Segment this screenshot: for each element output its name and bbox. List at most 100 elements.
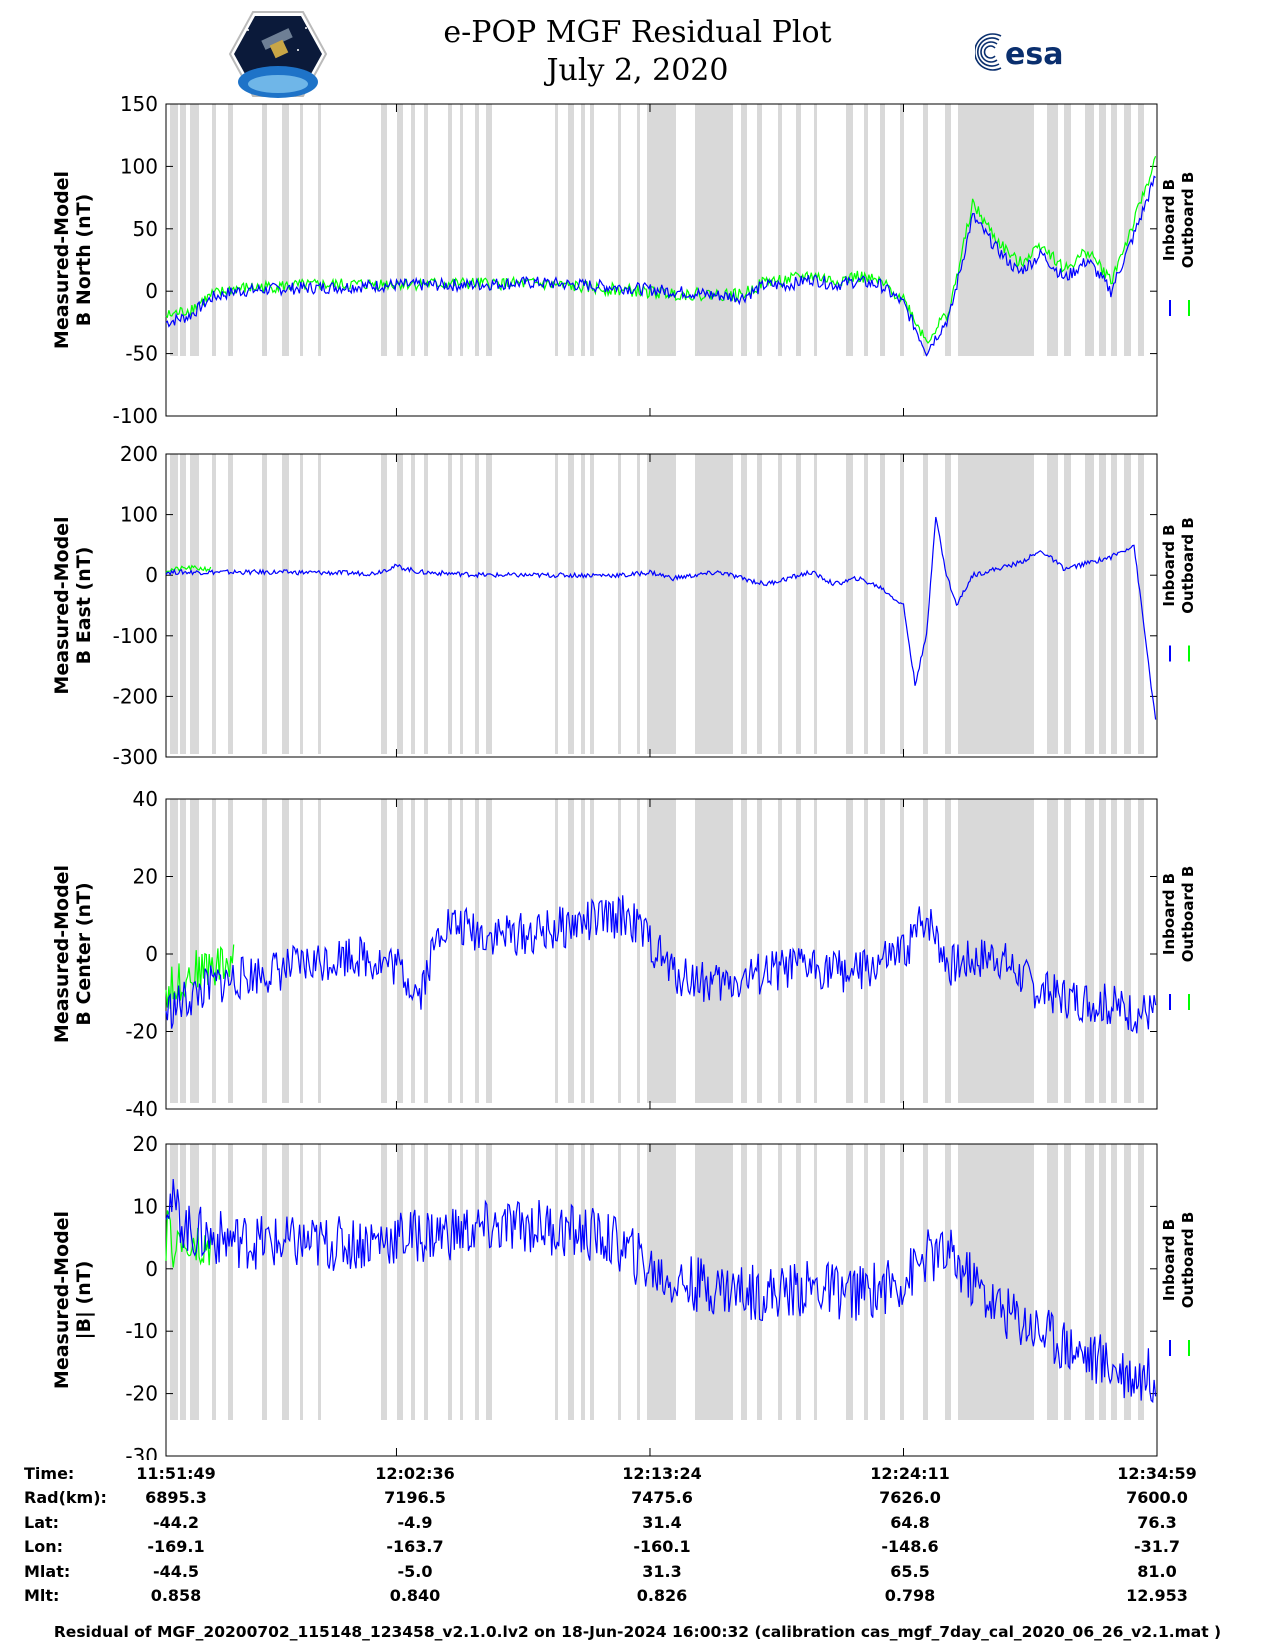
data-gap-band [923,1144,928,1420]
info-cell: -44.2 [152,1512,200,1532]
data-gap-band [486,1144,492,1420]
y-tick-label: 20 [133,1132,158,1156]
data-gap-band [741,454,747,754]
data-gap-band [486,799,492,1103]
data-gap-band [637,1144,640,1420]
data-gap-band [190,799,199,1103]
y-tick-label: 0 [145,563,158,587]
data-gap-band [814,454,817,754]
y-tick-label: 100 [120,503,158,527]
info-cell: 6895.3 [145,1488,207,1508]
data-gap-band [796,1144,801,1420]
legend-labels: Inboard BOutboard B [1160,172,1197,269]
data-gap-band [618,104,621,356]
y-tick-label: -100 [113,624,158,648]
data-gap-band [741,104,747,356]
y-tick-label: -10 [125,1319,158,1343]
legend-labels: Inboard BOutboard B [1160,866,1197,963]
y-tick-label: -200 [113,684,158,708]
data-gap-band [475,799,479,1103]
data-gap-band [1099,454,1106,754]
data-gap-band [448,799,452,1103]
data-gap-band [397,1144,403,1420]
data-gap-band [568,1144,574,1420]
data-gap-band [1111,454,1117,754]
data-gap-band [318,104,321,356]
data-gap-band [900,104,904,356]
data-gap-band [411,1144,415,1420]
data-gap-band [262,454,267,754]
data-gap-band [180,799,186,1103]
info-cell: 31.3 [642,1561,682,1581]
data-gap-band [864,454,868,754]
data-gap-band [1064,1144,1071,1420]
data-gap-band [1099,1144,1106,1420]
legend-entry: Outboard B [1179,517,1197,614]
data-gap-band [814,104,817,356]
data-gap-band [618,1144,621,1420]
data-gap-band [757,454,762,754]
data-gap-band [282,799,289,1103]
data-gap-band [945,104,951,356]
data-gap-band [590,799,594,1103]
data-gap-band [581,1144,585,1420]
data-gap-band [212,799,216,1103]
data-gap-band [778,104,782,356]
y-tick-label: 150 [120,92,158,116]
data-gap-band [1111,799,1117,1103]
data-gap-band [864,799,868,1103]
data-gap-band [170,799,178,1103]
info-cell: 7600.0 [1126,1488,1188,1508]
data-gap-band [411,104,415,356]
info-cell: 7196.5 [384,1488,446,1508]
y-tick-label: 200 [120,442,158,466]
data-gap-band [460,799,463,1103]
data-gap-band [618,454,621,754]
data-gap-band [581,799,585,1103]
info-row-label: Rad(km): [24,1488,107,1508]
y-tick-label: -20 [125,1382,158,1406]
plot-title: e-POP MGF Residual Plot July 2, 2020 [0,14,1275,90]
info-cell: 7475.6 [631,1488,693,1508]
data-gap-band [190,1144,199,1420]
y-tick-label: -50 [125,342,158,366]
data-gap-band [424,799,428,1103]
y-tick-label: 20 [133,865,158,889]
axes-frame [165,103,1158,417]
data-gap-band [1099,104,1106,356]
y-axis-label: Measured-ModelB North (nT) [51,171,95,349]
residual-panel-1: -100 -50 0 50 100 150 Measured-ModelB North (n… [51,92,1197,428]
y-tick-label: 0 [145,942,158,966]
y-tick-label: -100 [113,404,158,428]
info-cell: 11:51:49 [136,1464,216,1483]
info-cell: 7626.0 [879,1488,941,1508]
data-gap-band [637,454,640,754]
legend-labels: Inboard BOutboard B [1160,1212,1197,1309]
data-gap-band [846,799,853,1103]
data-gap-band [212,454,216,754]
data-gap-band [945,799,951,1103]
info-cell: 76.3 [1137,1512,1177,1532]
data-gap-band [581,104,585,356]
data-gap-band [568,454,574,754]
data-gap-band [568,799,574,1103]
info-row-label: Mlt: [24,1586,60,1605]
info-row-label: Lon: [24,1537,63,1557]
data-gap-band [618,799,621,1103]
data-gap-band [424,454,428,754]
data-gap-band [318,799,321,1103]
data-gap-band [647,1144,676,1420]
data-gap-band [581,454,585,754]
data-gap-band [796,454,801,754]
info-cell: -5.0 [397,1561,433,1581]
data-gap-band [864,104,868,356]
outboard-series-line [165,1210,212,1268]
residual-panel-3: -40 -20 0 20 40 Measured-ModelB Center (nT) In… [51,787,1197,1121]
data-gap-band [695,104,733,356]
data-gap-band [757,799,762,1103]
data-gap-band [555,454,558,754]
data-gap-band [282,454,289,754]
data-gap-band [381,454,387,754]
esa-logo: esa [975,33,1063,72]
data-gap-band [1085,104,1094,356]
